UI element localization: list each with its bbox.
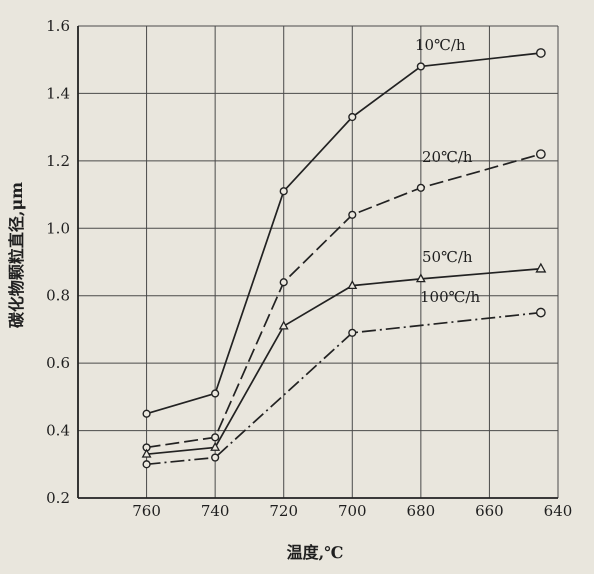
circle-marker bbox=[211, 453, 220, 462]
triangle-marker bbox=[141, 448, 152, 458]
x-tick-label: 720 bbox=[269, 502, 298, 520]
series-line bbox=[146, 52, 541, 415]
x-tick-label: 740 bbox=[201, 502, 230, 520]
grid bbox=[78, 25, 559, 499]
series-label: 10℃/h bbox=[415, 36, 466, 54]
plot-area bbox=[141, 48, 547, 469]
triangle-marker bbox=[278, 320, 289, 330]
x-axis-label: 温度,℃ bbox=[286, 543, 344, 562]
circle-marker bbox=[142, 409, 151, 418]
y-tick-label: 0.4 bbox=[46, 422, 70, 440]
y-tick-label: 1.0 bbox=[46, 219, 70, 237]
circle-marker bbox=[279, 187, 288, 196]
circle-marker bbox=[416, 183, 425, 192]
x-tick-label: 680 bbox=[407, 502, 436, 520]
triangle-marker bbox=[415, 273, 426, 283]
x-tick-label: 760 bbox=[132, 502, 161, 520]
x-tick-label: 640 bbox=[544, 502, 573, 520]
y-tick-label: 0.8 bbox=[46, 287, 70, 305]
circle-marker bbox=[416, 62, 425, 71]
y-tick-labels: 0.2 0.4 0.6 0.8 1.0 1.2 1.4 1.6 bbox=[46, 17, 70, 507]
circle-marker bbox=[348, 328, 357, 337]
series-line bbox=[146, 267, 541, 456]
series-line bbox=[146, 153, 542, 449]
series-label: 100℃/h bbox=[420, 288, 480, 306]
circle-marker bbox=[211, 433, 220, 442]
series-label: 50℃/h bbox=[422, 248, 473, 266]
y-tick-label: 1.4 bbox=[46, 84, 70, 102]
y-tick-label: 1.6 bbox=[46, 17, 70, 35]
triangle-marker bbox=[347, 280, 358, 290]
circle-marker bbox=[348, 112, 357, 122]
circle-marker bbox=[535, 48, 546, 58]
x-tick-labels: 760 740 720 700 680 660 640 bbox=[132, 502, 572, 520]
axes bbox=[77, 26, 558, 499]
triangle-marker bbox=[535, 262, 547, 273]
x-tick-label: 700 bbox=[338, 502, 367, 520]
y-tick-label: 0.2 bbox=[46, 489, 70, 507]
series-label: 20℃/h bbox=[422, 148, 473, 166]
circle-marker bbox=[211, 389, 220, 398]
triangle-marker bbox=[210, 441, 221, 451]
series-labels: 10℃/h 20℃/h 50℃/h 100℃/h bbox=[415, 36, 480, 306]
circle-marker bbox=[535, 307, 546, 318]
circle-marker bbox=[142, 460, 151, 469]
circle-marker bbox=[348, 210, 357, 219]
circle-marker bbox=[535, 149, 546, 160]
series-line bbox=[146, 311, 541, 466]
x-tick-label: 660 bbox=[475, 502, 504, 520]
circle-marker bbox=[279, 278, 288, 287]
y-axis-label: 碳化物颗粒直径,μm bbox=[7, 182, 26, 328]
y-tick-label: 0.6 bbox=[46, 354, 70, 372]
y-tick-label: 1.2 bbox=[46, 152, 70, 170]
